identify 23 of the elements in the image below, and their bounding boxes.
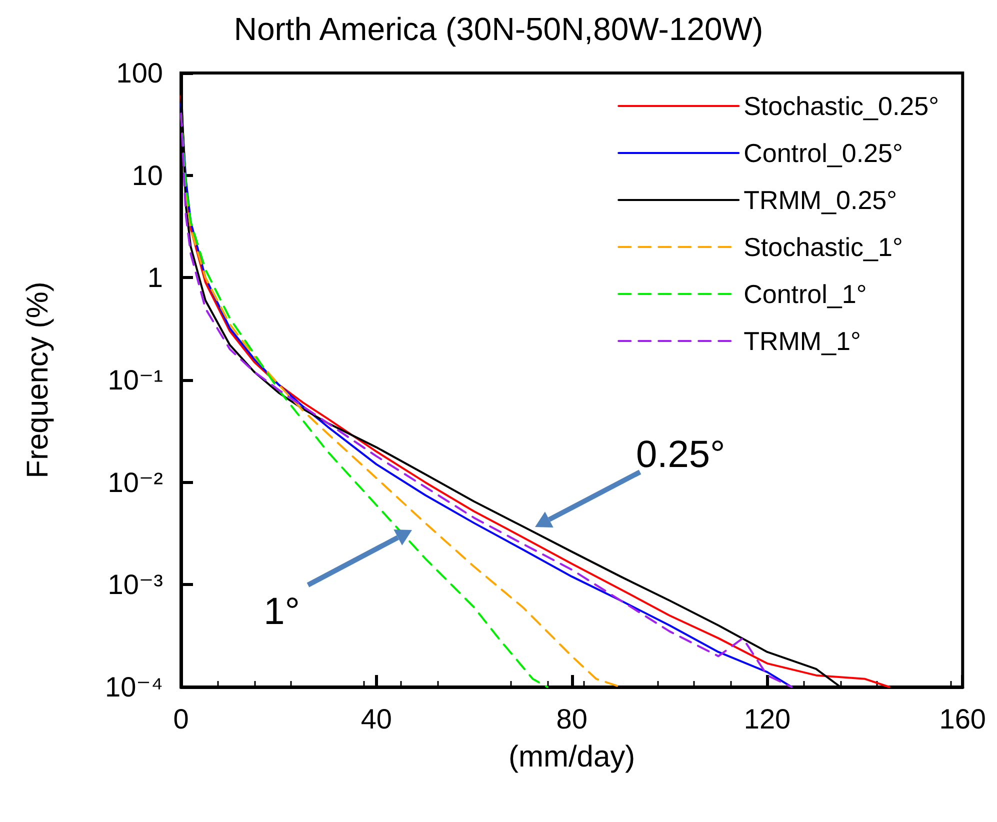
y-axis-title: Frequency (%) <box>22 282 54 478</box>
y-tick-label: 10 <box>132 160 163 191</box>
y-tick-label: 1 <box>147 262 163 294</box>
legend-label: TRMM_0.25° <box>744 185 898 215</box>
legend-label: Stochastic_1° <box>744 232 903 262</box>
x-tick-label: 80 <box>556 704 588 734</box>
legend-label: TRMM_1° <box>744 326 861 356</box>
annotation: 1° <box>264 591 300 633</box>
y-tick-label: 10⁻⁴ <box>105 672 163 702</box>
chart-title: North America (30N-50N,80W-120W) <box>234 11 764 47</box>
annotation: 0.25° <box>636 434 726 476</box>
legend-label: Control_1° <box>744 279 867 309</box>
legend-label: Control_0.25° <box>744 138 903 168</box>
x-tick-label: 40 <box>360 704 392 734</box>
x-tick-label: 160 <box>939 704 986 734</box>
y-tick-label: 10⁻² <box>108 466 163 498</box>
x-tick-label: 0 <box>173 704 189 734</box>
legend-label: Stochastic_0.25° <box>744 91 939 121</box>
y-tick-label: 10⁻¹ <box>108 364 163 396</box>
y-tick-label: 10⁻³ <box>108 569 163 600</box>
x-tick-label: 120 <box>744 704 791 734</box>
x-axis-title: (mm/day) <box>508 740 636 774</box>
y-tick-label: 100 <box>116 58 163 88</box>
